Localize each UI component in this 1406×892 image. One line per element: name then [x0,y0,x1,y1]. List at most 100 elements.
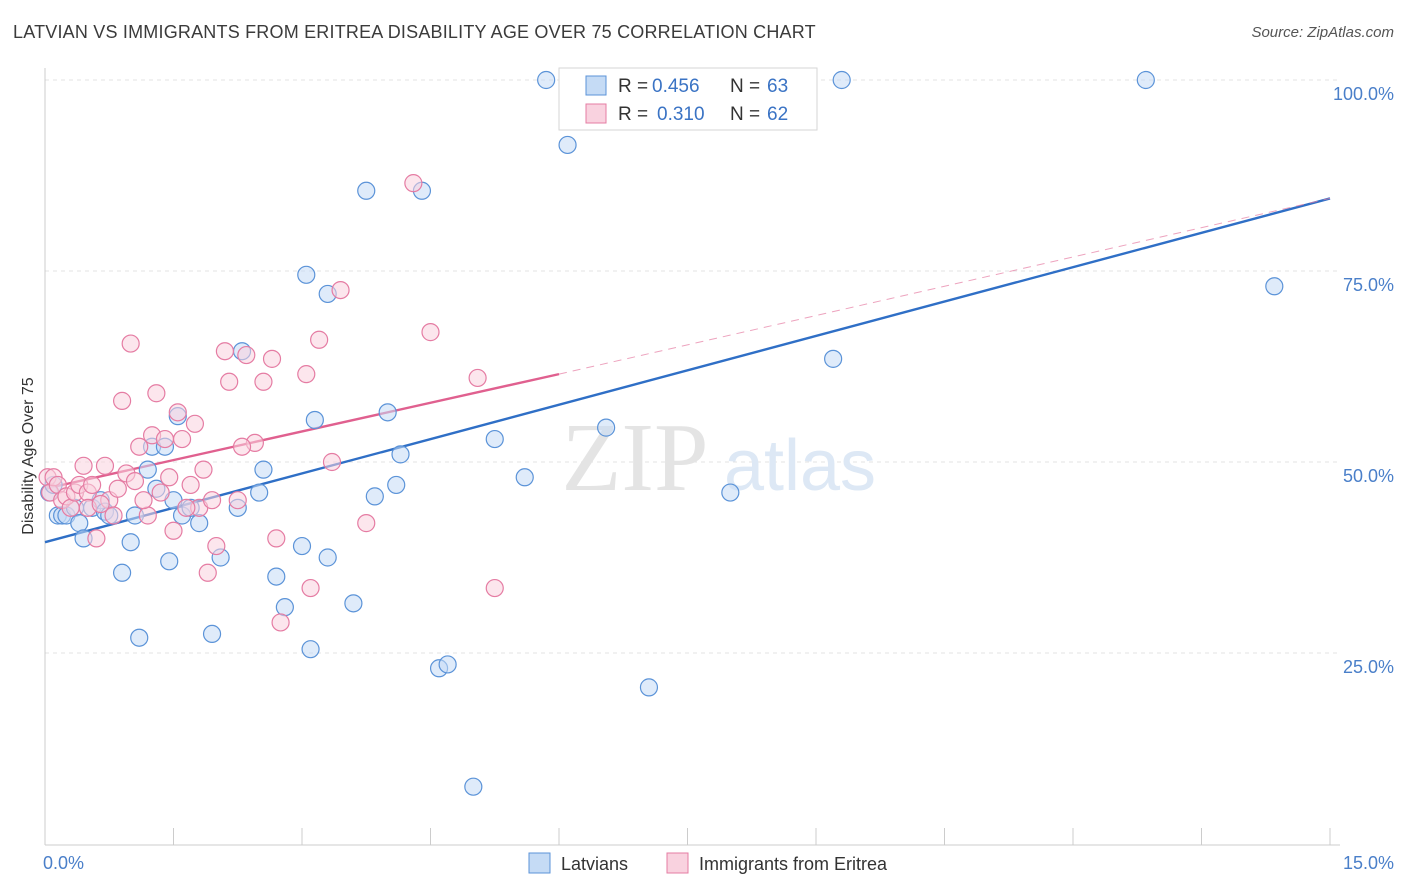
point-1-11 [83,475,102,495]
point-0-37 [305,410,324,430]
point-1-51 [468,368,487,388]
point-0-49 [464,777,483,796]
point-1-49 [404,174,423,193]
point-0-51 [515,468,534,487]
point-0-44 [387,475,406,495]
point-0-31 [254,460,273,479]
point-0-54 [597,418,616,437]
y-tick-label-2: 75.0% [1343,275,1394,295]
point-0-43 [378,403,397,422]
point-1-40 [262,349,282,368]
legend-swatch-latvians [585,75,607,96]
point-1-12 [87,529,106,548]
point-0-48 [438,655,457,674]
point-1-48 [357,514,376,533]
point-0-13 [121,533,140,552]
tick-labels: 25.0% 50.0% 75.0% 100.0% 0.0% 15.0% [43,84,1394,873]
legend-r-label: R = [618,104,648,125]
point-0-55 [639,678,659,697]
point-1-35 [220,372,239,391]
point-1-24 [155,429,175,449]
legend-n-value: 62 [767,104,788,125]
point-1-44 [301,578,320,598]
point-1-36 [228,491,247,510]
point-1-42 [271,613,290,632]
point-0-56 [721,483,740,502]
point-0-26 [202,624,222,644]
point-0-59 [1136,70,1155,90]
point-1-34 [215,342,234,361]
point-1-56 [125,472,145,491]
x-tick-label-0: 0.0% [43,853,84,873]
point-1-61 [232,437,252,456]
legend-r-value: 0.310 [657,104,705,125]
point-0-16 [138,460,157,479]
y-tick-label-3: 100.0% [1333,84,1394,104]
point-1-13 [95,456,115,475]
point-1-27 [172,429,192,449]
series-label-eritrea: Immigrants from Eritrea [699,854,888,874]
watermark-zip: ZIP [562,404,709,512]
point-1-6 [61,498,80,517]
point-1-57 [134,491,153,510]
x-tick-label-1: 15.0% [1343,853,1394,873]
point-1-60 [194,460,213,479]
point-1-32 [202,491,222,510]
point-1-45 [310,330,329,349]
series-label-latvians: Latvians [561,854,628,874]
point-1-15 [104,506,123,525]
watermark: ZIP atlas [562,404,877,512]
point-0-53 [558,135,577,155]
point-0-60 [1265,277,1284,296]
y-tick-label-0: 25.0% [1343,657,1394,677]
legend-r-value: 0.456 [652,76,700,97]
legend-box: R = 0.456 N = 63 R = 0.310 N = 62 [558,67,818,131]
point-0-34 [292,536,312,556]
series-swatch-latvians [528,852,551,874]
point-0-45 [391,445,410,464]
point-0-12 [112,563,132,582]
point-1-54 [91,494,110,514]
point-1-26 [168,403,187,422]
axes [44,68,1340,846]
chart-title: LATVIAN VS IMMIGRANTS FROM ERITREA DISAB… [13,22,816,42]
point-1-22 [147,384,166,403]
point-0-6 [70,514,89,533]
legend-n-label: N = [730,104,760,125]
point-1-39 [254,372,273,391]
legend-n-value: 63 [767,76,788,97]
point-1-18 [121,334,140,353]
point-1-9 [74,456,93,475]
point-1-31 [198,563,217,582]
point-0-30 [250,483,269,502]
point-0-52 [537,70,556,90]
point-0-42 [365,487,384,506]
point-1-33 [207,536,226,556]
grid-lines [45,79,1340,654]
point-1-41 [267,529,286,548]
y-tick-label-1: 50.0% [1343,466,1394,486]
point-1-55 [108,479,127,498]
point-0-41 [357,181,376,200]
point-0-25 [190,514,209,533]
point-1-46 [322,452,342,472]
point-0-50 [485,429,504,449]
point-1-59 [177,498,196,517]
data-points [38,70,1284,796]
point-0-40 [344,594,363,613]
watermark-atlas: atlas [724,426,876,506]
point-0-35 [297,265,316,284]
point-1-50 [421,323,440,342]
legend-n-label: N = [730,76,760,97]
point-0-32 [267,567,286,586]
point-0-57 [824,349,843,368]
point-1-29 [185,414,205,433]
point-0-20 [160,552,179,571]
point-1-28 [181,475,200,495]
series-swatch-eritrea [666,852,689,874]
point-1-19 [130,437,149,456]
point-1-52 [485,578,504,598]
legend-swatch-eritrea [585,103,607,124]
point-1-20 [138,506,157,525]
